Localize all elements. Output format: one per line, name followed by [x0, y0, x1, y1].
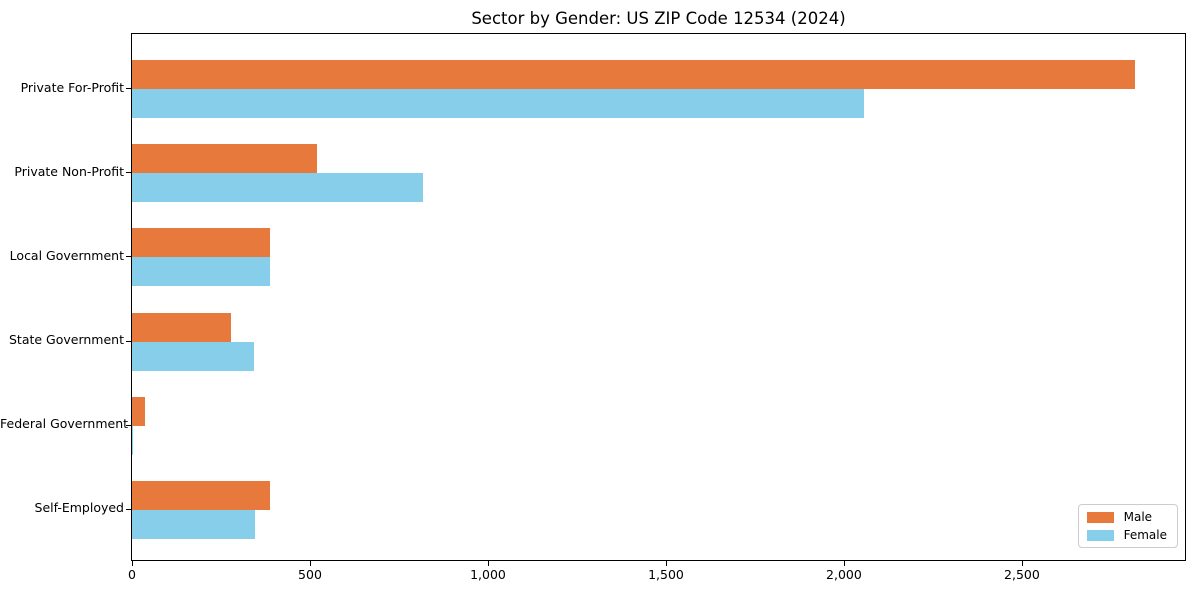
x-tick-mark: [665, 561, 667, 566]
plot-area: Male Female: [131, 33, 1186, 561]
y-tick-mark: [126, 88, 131, 89]
y-tick-label: Local Government: [9, 247, 124, 263]
bar-female-2: [132, 257, 270, 287]
chart-title: Sector by Gender: US ZIP Code 12534 (202…: [471, 9, 846, 28]
legend-label: Female: [1123, 528, 1167, 542]
y-tick-mark: [126, 340, 131, 342]
bar-female-1: [132, 173, 423, 203]
y-tick-mark: [126, 508, 131, 510]
x-tick-mark: [843, 561, 845, 566]
legend: Male Female: [1077, 504, 1178, 548]
y-tick-mark: [126, 424, 131, 426]
bar-female-0: [132, 89, 865, 118]
x-tick-label: 1,000: [470, 567, 506, 582]
bar-male-2: [132, 228, 271, 258]
bar-male-4: [132, 396, 145, 426]
y-tick-mark: [126, 256, 131, 258]
x-tick-label: 1,500: [648, 567, 684, 582]
bar-male-1: [132, 144, 318, 174]
x-tick-mark: [487, 561, 489, 566]
x-tick-label: 500: [298, 567, 322, 582]
bar-female-3: [132, 341, 255, 371]
x-tick-label: 0: [128, 567, 136, 582]
legend-item-female: Female: [1086, 528, 1167, 542]
y-axis-labels: Private For-Profit Private Non-Profit Loca…: [0, 33, 129, 561]
x-tick-mark: [309, 561, 311, 566]
legend-label: Male: [1123, 510, 1153, 524]
y-tick-label: Private Non-Profit: [14, 163, 124, 179]
legend-swatch-male: [1086, 511, 1114, 523]
y-tick-label: Federal Government: [0, 416, 129, 432]
bar-male-3: [132, 312, 231, 342]
bar-female-5: [132, 509, 256, 539]
y-tick-label: State Government: [8, 332, 124, 347]
x-tick-mark: [132, 561, 133, 566]
bar-female-4: [132, 425, 134, 455]
legend-item-male: Male: [1086, 510, 1167, 524]
x-tick-label: 2,000: [826, 567, 862, 582]
legend-swatch-female: [1086, 529, 1114, 541]
bar-male-5: [132, 480, 271, 510]
y-tick-label: Self-Employed: [34, 500, 124, 516]
bar-male-0: [132, 60, 1135, 89]
x-tick-mark: [1021, 561, 1023, 566]
x-tick-label: 2,500: [1004, 567, 1040, 582]
y-tick-mark: [126, 172, 131, 174]
y-tick-label: Private For-Profit: [20, 79, 124, 95]
